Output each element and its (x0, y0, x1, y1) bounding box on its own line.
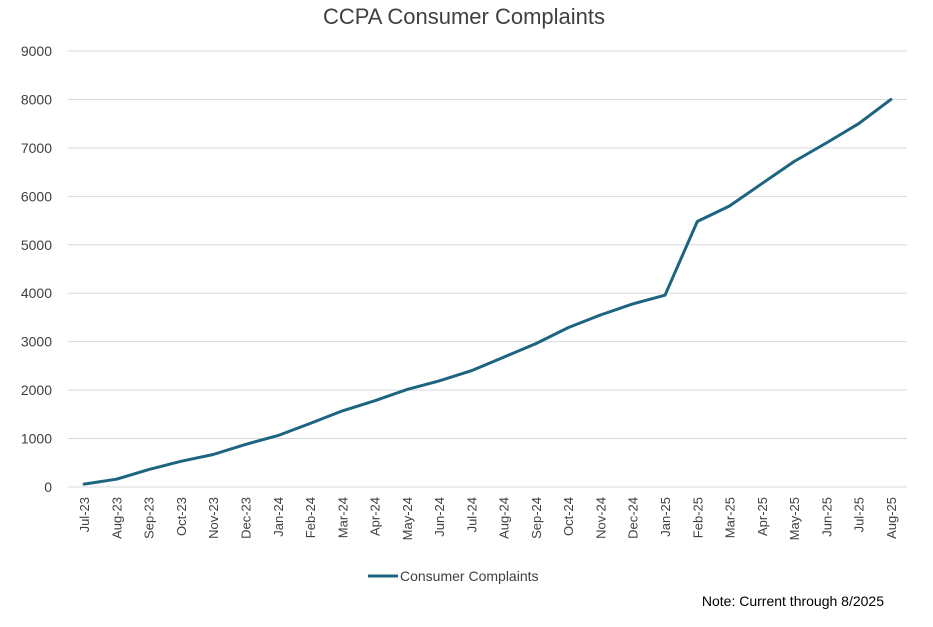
x-tick-label: Nov-23 (206, 497, 221, 539)
x-tick-label: Sep-24 (529, 497, 544, 539)
x-tick-label: Jan-24 (271, 497, 286, 537)
x-tick-label: Feb-24 (303, 497, 318, 538)
legend[interactable]: Consumer Complaints (368, 568, 539, 584)
x-tick-label: Sep-23 (142, 497, 157, 539)
gridlines (68, 50, 907, 488)
x-tick-label: Aug-25 (884, 497, 899, 539)
y-tick-label: 6000 (21, 188, 52, 204)
y-axis-ticks: 0 1000 2000 3000 4000 5000 6000 7000 8000 9000 (21, 43, 52, 495)
x-tick-label: Mar-24 (335, 497, 350, 538)
x-tick-label: Jul-24 (464, 497, 479, 532)
chart-title: CCPA Consumer Complaints (323, 4, 605, 29)
x-tick-label: Mar-25 (723, 497, 738, 538)
x-tick-label: May-25 (787, 497, 802, 540)
y-tick-label: 1000 (21, 431, 52, 447)
x-tick-label: Jul-23 (77, 497, 92, 532)
series-line-consumer-complaints[interactable] (82, 97, 893, 486)
x-tick-label: Aug-23 (109, 497, 124, 539)
x-tick-label: Oct-24 (561, 497, 576, 536)
x-tick-label: Aug-24 (497, 497, 512, 539)
chart-note: Note: Current through 8/2025 (702, 593, 884, 609)
y-tick-label: 9000 (21, 43, 52, 59)
x-tick-label: Dec-23 (238, 497, 253, 539)
y-tick-label: 3000 (21, 334, 52, 350)
x-tick-label: May-24 (400, 497, 415, 540)
x-tick-label: Jun-25 (819, 497, 834, 537)
x-tick-label: Apr-24 (368, 497, 383, 536)
x-tick-label: Feb-25 (690, 497, 705, 538)
y-tick-label: 8000 (21, 91, 52, 107)
y-tick-label: 4000 (21, 285, 52, 301)
x-tick-label: Nov-24 (593, 497, 608, 539)
x-tick-label: Apr-25 (755, 497, 770, 536)
y-tick-label: 5000 (21, 237, 52, 253)
x-tick-label: Jul-25 (852, 497, 867, 532)
x-tick-label: Dec-24 (626, 497, 641, 539)
y-tick-label: 0 (44, 479, 52, 495)
series-layer (82, 97, 893, 486)
x-tick-label: Jun-24 (432, 497, 447, 537)
y-tick-label: 7000 (21, 140, 52, 156)
legend-label-consumer-complaints: Consumer Complaints (400, 568, 539, 584)
x-tick-label: Jan-25 (658, 497, 673, 537)
x-tick-label: Oct-23 (174, 497, 189, 536)
x-axis-ticks: Jul-23 Aug-23 Sep-23 Oct-23 Nov-23 Dec-23 Jan-… (77, 497, 899, 540)
y-tick-label: 2000 (21, 382, 52, 398)
